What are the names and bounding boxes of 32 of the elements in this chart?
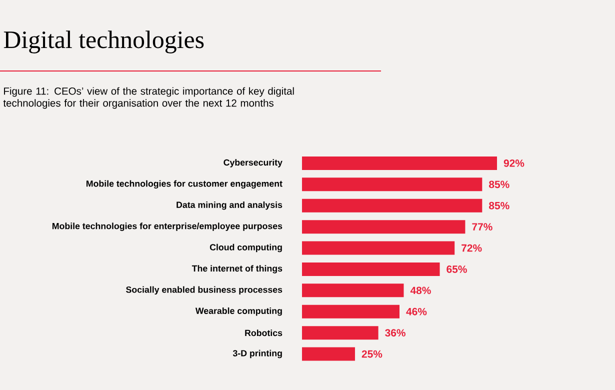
y-tick-label: Cloud computing [210,244,282,252]
y-tick-label: Socially enabled business processes [126,286,282,295]
data-label: 46% [406,308,427,316]
bar [302,304,400,318]
y-tick-label: 3-D printing [232,350,282,358]
data-label: 92% [504,160,524,167]
y-tick-label: Robotics [245,330,282,336]
bar [302,284,404,298]
data-label: 77% [472,223,492,230]
text: Figure 11: CEOs’ view of the strategic importance of key digital technologies for their organisation over the next 12 months [3,87,294,109]
y-tick-label: Wearable computing [195,307,282,316]
bar [302,156,497,170]
y-tick-label: Mobile technologies for enterprise/employee purposes [52,222,282,231]
data-label: 36% [385,329,406,337]
y-tick-label: The internet of things [192,265,282,274]
y-tick-label: Cybersecurity [224,159,282,168]
data-label: 72% [462,244,482,252]
y-tick-label: Mobile technologies for customer engagement [86,180,282,189]
data-label: 65% [446,266,467,273]
y-tick-label: Data mining and analysis [176,201,282,210]
bar [302,262,440,276]
bar [302,326,378,340]
bar [302,220,466,234]
data-label: 48% [410,286,431,294]
bar [302,178,482,192]
data-label: 85% [489,202,510,210]
bar [302,347,355,361]
bar [302,241,455,255]
data-label: 85% [489,180,510,188]
bar [302,198,482,212]
chart-title: Digital technologies [4,30,204,54]
data-label: 25% [362,350,382,358]
